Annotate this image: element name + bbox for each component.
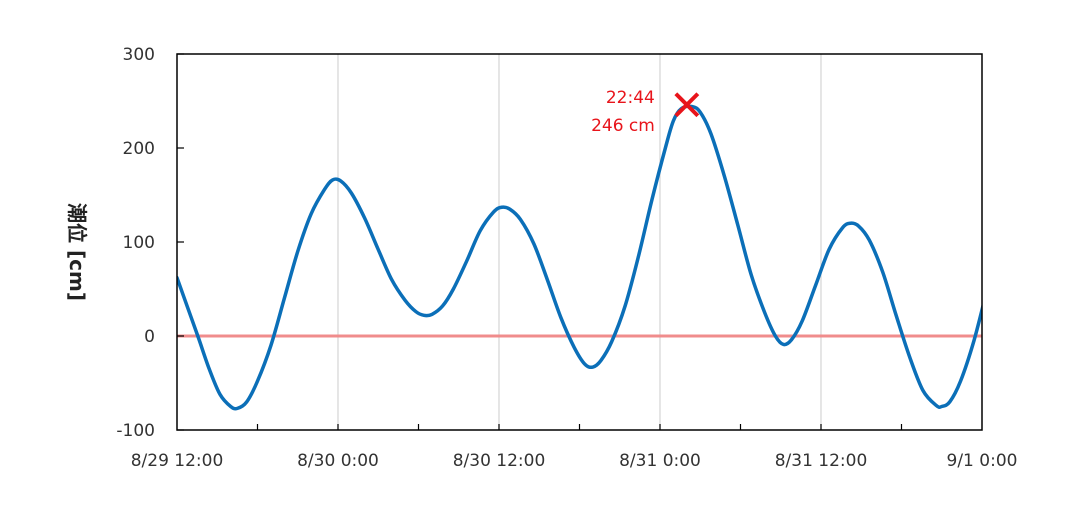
x-tick-label: 8/30 0:00 [297,451,379,471]
x-tick-label: 8/30 12:00 [453,451,546,471]
y-tick-label: 0 [144,327,155,347]
x-tick-label: 9/1 0:00 [947,451,1018,471]
x-tick-label: 8/29 12:00 [131,451,224,471]
y-tick-label: 300 [123,45,155,65]
x-tick-label: 8/31 0:00 [619,451,701,471]
y-axis-label: 潮位 [cm] [65,203,89,301]
y-axis-ticks: -100 0 100 200 300 [116,45,184,441]
tide-series-line [177,104,982,411]
series-group [177,104,982,411]
y-tick-label: -100 [116,421,155,441]
peak-marker-stroke [674,92,700,118]
y-tick-label: 200 [123,139,155,159]
peak-time-label: 22:44 [606,88,655,108]
x-axis-ticks: 8/29 12:00 8/30 0:00 8/30 12:00 8/31 0:00 8/… [131,424,1018,471]
y-axis-label-group: 潮位 [cm] [65,203,89,301]
peak-annotation: 22:44 246 cm [591,88,700,136]
vertical-gridlines [337,54,822,430]
x-tick-label: 8/31 12:00 [775,451,868,471]
y-tick-label: 100 [123,233,155,253]
peak-value-label: 246 cm [591,116,655,136]
